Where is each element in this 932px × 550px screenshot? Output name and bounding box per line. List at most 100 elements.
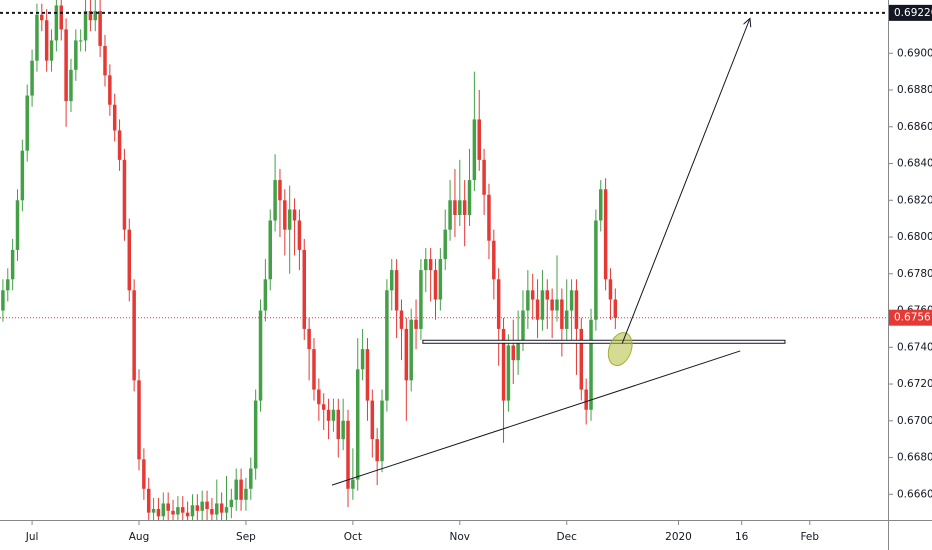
candle-body xyxy=(443,229,447,260)
candle-body xyxy=(181,507,185,513)
candle-body xyxy=(312,349,316,390)
candle-body xyxy=(132,290,136,381)
price-label: 0.67561 xyxy=(894,312,932,324)
candle-body xyxy=(326,409,331,421)
candle-body xyxy=(78,40,83,42)
candle-body xyxy=(331,409,336,421)
candle-body xyxy=(365,349,370,401)
candle-body xyxy=(297,220,302,250)
candle-body xyxy=(292,209,297,221)
candle-body xyxy=(249,468,253,489)
candle-body xyxy=(253,400,258,469)
candle-body xyxy=(394,270,399,311)
candle-body xyxy=(278,180,282,201)
candle-body xyxy=(273,180,277,221)
candle-body xyxy=(453,200,457,215)
candle-body xyxy=(215,503,219,515)
candle-body xyxy=(74,40,78,70)
candle-body xyxy=(355,369,360,480)
candle-body xyxy=(370,400,375,440)
candle-body xyxy=(496,279,501,329)
x-tick-label: Nov xyxy=(450,531,471,543)
candle-body xyxy=(307,328,311,350)
candle-body xyxy=(341,420,345,440)
candle-body xyxy=(535,299,540,320)
candle-body xyxy=(30,60,34,96)
candle-body xyxy=(351,479,355,489)
candle-body xyxy=(224,507,229,513)
candle-body xyxy=(521,310,525,340)
candle-body xyxy=(258,310,263,401)
candle-body xyxy=(589,319,593,410)
candle-body xyxy=(205,501,209,509)
candle-body xyxy=(390,270,394,291)
candle-body xyxy=(492,240,496,280)
candle-body xyxy=(458,200,462,215)
candle-body xyxy=(244,488,248,500)
candle-body xyxy=(346,420,350,489)
candle-body xyxy=(35,14,39,61)
support-line xyxy=(422,339,786,344)
candle-body xyxy=(360,349,365,370)
candle-body xyxy=(15,200,20,250)
candle-body xyxy=(385,290,389,401)
candle-body xyxy=(166,503,170,511)
candle-body xyxy=(142,459,146,489)
candle-body xyxy=(195,505,200,511)
candle-body xyxy=(472,119,477,181)
candle-body xyxy=(156,508,161,517)
candle-body xyxy=(550,299,554,311)
candle-body xyxy=(210,508,214,515)
candle-body xyxy=(574,290,579,329)
candle-body xyxy=(530,290,535,300)
candle-body xyxy=(380,400,384,462)
candle-body xyxy=(414,319,418,329)
candle-body xyxy=(321,404,326,410)
candle-body xyxy=(317,389,321,405)
trend-line xyxy=(331,350,741,486)
candle-body xyxy=(375,439,379,462)
candle-body xyxy=(137,380,141,460)
candle-body xyxy=(477,119,481,160)
price-label-box xyxy=(889,4,932,21)
candle-body xyxy=(511,345,516,361)
candle-body xyxy=(98,11,102,46)
candle-body xyxy=(462,200,467,215)
candle-body xyxy=(501,328,506,401)
candle-body xyxy=(59,5,63,30)
candle-body xyxy=(302,249,307,329)
candle-body xyxy=(161,503,166,517)
candle-body xyxy=(88,11,93,21)
candle-body xyxy=(122,159,127,230)
candle-body xyxy=(482,159,486,195)
candle-body xyxy=(185,512,190,517)
candle-body xyxy=(399,310,404,329)
candle-body xyxy=(10,249,15,280)
candle-body xyxy=(49,40,54,61)
candle-body xyxy=(608,279,613,300)
candle-body xyxy=(448,200,452,230)
candle-body xyxy=(229,499,234,508)
candle-body xyxy=(584,389,588,410)
candle-body xyxy=(545,290,550,300)
plot-area xyxy=(0,0,888,520)
x-tick-label: Oct xyxy=(344,531,362,543)
candle-body xyxy=(336,409,341,440)
candle-body xyxy=(438,259,443,300)
x-tick-label: 2020 xyxy=(665,531,692,543)
candle-body xyxy=(117,130,122,160)
candle-body xyxy=(25,95,29,151)
candle-body xyxy=(200,501,204,511)
x-tick-label: Sep xyxy=(236,531,256,543)
candle-body xyxy=(506,345,511,401)
candle-body xyxy=(151,508,156,513)
